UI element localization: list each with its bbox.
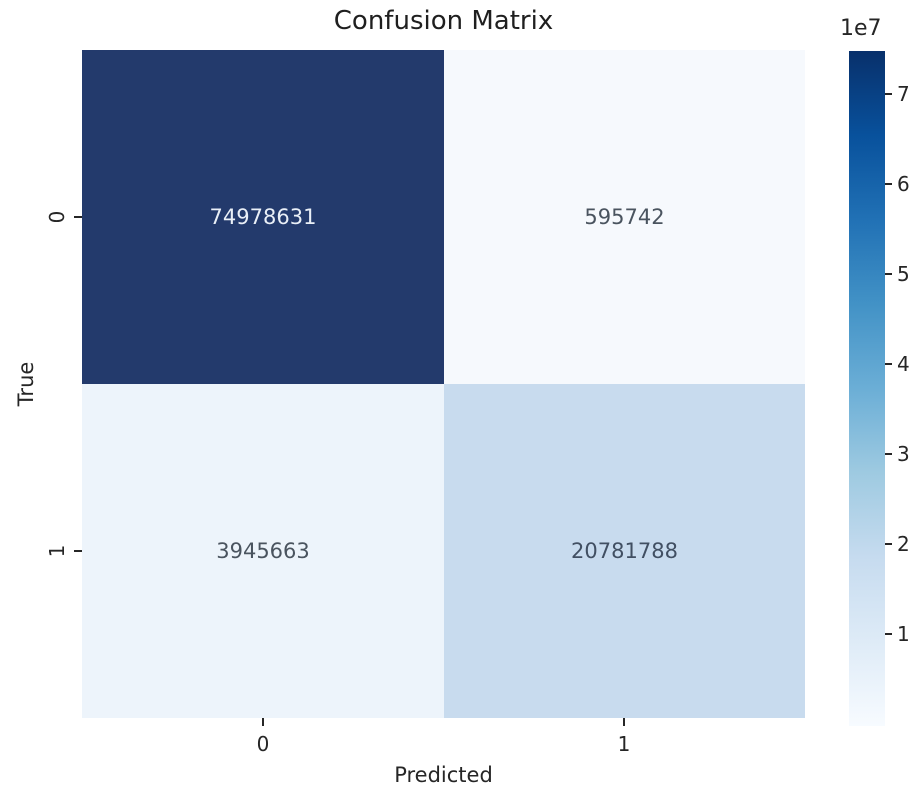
colorbar-tick-label-7: 7 — [897, 82, 910, 106]
colorbar-tick-mark — [885, 93, 892, 95]
heatmap: 74978631 595742 3945663 20781788 — [82, 50, 805, 718]
colorbar-tick-mark — [885, 363, 892, 365]
x-axis-label: Predicted — [394, 763, 493, 787]
x-tick-mark-1 — [623, 718, 625, 726]
y-tick-label-1: 1 — [45, 544, 69, 558]
x-tick-mark-0 — [262, 718, 264, 726]
colorbar-offset-label: 1e7 — [840, 16, 882, 41]
colorbar-tick-label-6: 6 — [897, 172, 910, 196]
colorbar-tick-label-3: 3 — [897, 442, 910, 466]
colorbar-tick-mark — [885, 453, 892, 455]
colorbar-tick-mark — [885, 183, 892, 185]
colorbar-tick-mark — [885, 543, 892, 545]
y-tick-mark-1 — [74, 550, 82, 552]
x-tick-label-1: 1 — [617, 732, 631, 756]
colorbar-tick-label-5: 5 — [897, 262, 910, 286]
colorbar-tick-mark — [885, 633, 892, 635]
x-tick-label-0: 0 — [256, 732, 270, 756]
colorbar-gradient — [849, 51, 885, 726]
y-tick-label-0: 0 — [45, 210, 69, 224]
y-axis-label: True — [14, 361, 38, 407]
colorbar-tick-mark — [885, 273, 892, 275]
heatmap-cell-true0-pred1: 595742 — [444, 50, 805, 384]
heatmap-cell-true1-pred1: 20781788 — [444, 384, 805, 718]
colorbar-tick-label-4: 4 — [897, 352, 910, 376]
colorbar-tick-label-1: 1 — [897, 622, 910, 646]
heatmap-cell-true0-pred0: 74978631 — [82, 50, 444, 384]
y-tick-mark-0 — [74, 216, 82, 218]
heatmap-cell-true1-pred0: 3945663 — [82, 384, 444, 718]
colorbar-tick-label-2: 2 — [897, 532, 910, 556]
chart-title: Confusion Matrix — [333, 6, 554, 36]
